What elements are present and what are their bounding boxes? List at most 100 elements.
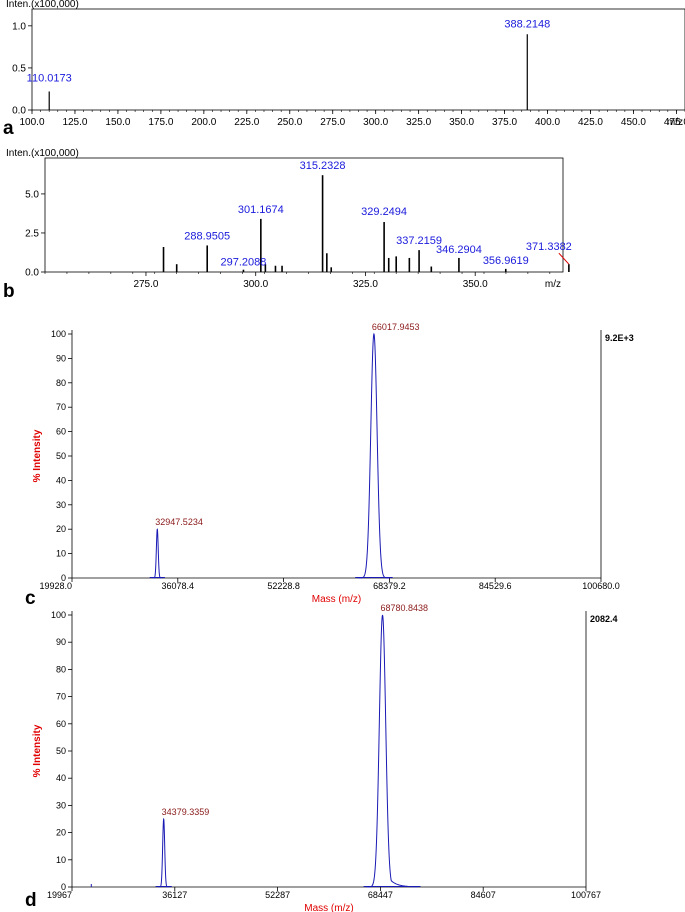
plot-frame — [44, 157, 564, 273]
x-tick-label: 450.0 — [621, 117, 646, 128]
panel-letter: d — [25, 890, 37, 911]
x-tick-label: 150.0 — [105, 117, 130, 128]
y-tick-label: 80 — [56, 378, 66, 388]
x-tick-label: 425.0 — [578, 117, 603, 128]
y-tick-label: 20 — [56, 524, 66, 534]
x-axis-title: m/z — [667, 117, 683, 128]
peak-label: 32947.5234 — [155, 517, 203, 527]
panel-d: d 2082.4 0 10 20 30 40 50 60 70 80 90 100 19967 36127 5… — [25, 603, 618, 912]
y-tick-label: 100 — [51, 610, 66, 620]
x-axis-title: Mass (m/z) — [304, 903, 353, 912]
spectrum-peak — [358, 332, 390, 579]
x-tick-label: 200.0 — [191, 117, 216, 128]
y-tick-label: 40 — [56, 773, 66, 783]
y-tick-label: 20 — [56, 828, 66, 838]
x-axis-title: m/z — [545, 279, 561, 290]
x-tick-label: 275.0 — [133, 279, 158, 290]
x-tick-label: 275.0 — [320, 117, 345, 128]
y-tick-label: 0.0 — [12, 106, 26, 117]
peak-label: 301.1674 — [238, 204, 284, 216]
panel-letter: c — [25, 588, 36, 609]
y-tick-label: 60 — [56, 719, 66, 729]
y-tick-label: 10 — [56, 855, 66, 865]
x-tick-label: 52287 — [265, 890, 290, 900]
x-tick-label: 36078.4 — [162, 581, 195, 591]
x-tick-label: 475.0 — [664, 117, 685, 128]
y-tick-label: 60 — [56, 427, 66, 437]
peak-label: 346.2904 — [436, 244, 482, 256]
x-tick-label: 375.0 — [492, 117, 517, 128]
peak-label: 315.2328 — [300, 160, 346, 172]
x-tick-label: 52228.8 — [267, 581, 300, 591]
x-tick-label: 36127 — [162, 890, 187, 900]
peak-label: 68780.8438 — [381, 603, 429, 613]
max-intensity-label: 9.2E+3 — [605, 333, 634, 343]
x-tick-label: 350.0 — [463, 279, 488, 290]
panel-letter: a — [3, 118, 14, 139]
y-tick-label: 100 — [51, 329, 66, 339]
y-tick-label: 80 — [56, 664, 66, 674]
peak-label: 34379.3359 — [162, 807, 210, 817]
x-tick-label: 19928.0 — [39, 581, 72, 591]
x-tick-label: 175.0 — [148, 117, 173, 128]
panel-letter: b — [3, 281, 15, 302]
y-axis-title: % Intensity — [32, 429, 43, 482]
x-tick-label: 125.0 — [62, 117, 87, 128]
x-tick-label: 100680.0 — [582, 581, 620, 591]
y-tick-label: 50 — [56, 451, 66, 461]
y-tick-label: 70 — [56, 402, 66, 412]
y-tick-label: 0.5 — [12, 63, 26, 74]
x-tick-label: 68447 — [368, 890, 393, 900]
peak-label: 110.0173 — [27, 72, 72, 84]
x-axis-title: Mass (m/z) — [312, 594, 361, 605]
x-tick-label: 84529.6 — [479, 581, 512, 591]
y-tick-label: 0.0 — [25, 268, 39, 279]
y-tick-label: 0 — [61, 882, 66, 892]
x-tick-label: 350.0 — [449, 117, 474, 128]
peak-label: 388.2148 — [504, 18, 550, 30]
spectrum-peak — [158, 817, 169, 888]
spectrum-peak — [152, 528, 162, 579]
x-tick-label: 400.0 — [535, 117, 560, 128]
max-intensity-label: 2082.4 — [590, 614, 618, 624]
y-axis-title: Inten.(x100,000) — [6, 0, 79, 10]
y-tick-label: 90 — [56, 353, 66, 363]
x-tick-label: 300.0 — [363, 117, 388, 128]
x-tick-label: 100767 — [571, 890, 601, 900]
peak-label: 288.9505 — [184, 230, 230, 242]
panel-b: b Inten.(x100,000) 0.0 2.5 5.0 275.0 300.0 325.… — [3, 148, 572, 302]
y-tick-label: 10 — [56, 549, 66, 559]
y-axis-title: Inten.(x100,000) — [6, 148, 79, 159]
plot-frame — [31, 8, 685, 111]
y-tick-label: 30 — [56, 500, 66, 510]
y-tick-label: 50 — [56, 746, 66, 756]
spectrum-peak — [366, 614, 418, 888]
peak-label: 329.2494 — [361, 206, 407, 218]
y-tick-label: 90 — [56, 637, 66, 647]
x-tick-label: 84607 — [471, 890, 496, 900]
peak-label: 337.2159 — [396, 235, 442, 247]
x-tick-label: 300.0 — [243, 279, 268, 290]
panel-c: c 9.2E+3 0 10 20 30 40 50 60 70 80 90 100 19928.0 3607… — [25, 322, 634, 609]
y-tick-label: 0 — [61, 573, 66, 583]
x-tick-label: 19967 — [47, 890, 72, 900]
panel-a: a Inten.(x100,000) 0.0 0.5 1.0 100.0 125.0 150.… — [3, 0, 685, 139]
peak-pointer — [558, 252, 570, 265]
y-tick-label: 1.0 — [12, 21, 26, 32]
y-tick-label: 2.5 — [25, 228, 39, 239]
peak-label: 371.3382 — [526, 241, 572, 253]
peak-label: 297.2088 — [221, 257, 267, 269]
x-tick-label: 100.0 — [19, 117, 44, 128]
y-tick-label: 40 — [56, 475, 66, 485]
x-tick-label: 68379.2 — [373, 581, 406, 591]
x-tick-label: 225.0 — [234, 117, 259, 128]
x-tick-label: 325.0 — [353, 279, 378, 290]
y-tick-label: 30 — [56, 800, 66, 810]
x-tick-label: 250.0 — [277, 117, 302, 128]
y-tick-label: 70 — [56, 692, 66, 702]
x-tick-label: 325.0 — [406, 117, 431, 128]
peak-label: 356.9619 — [483, 255, 529, 267]
y-axis-title: % Intensity — [32, 724, 43, 777]
peak-label: 66017.9453 — [372, 322, 420, 332]
